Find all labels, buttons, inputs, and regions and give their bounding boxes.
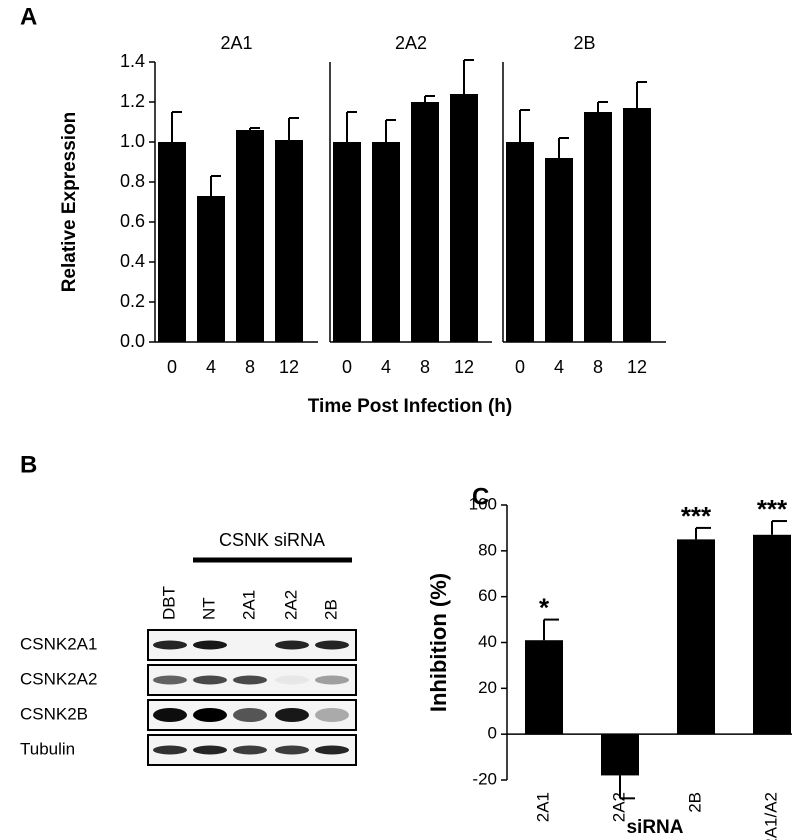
y-tick-label: 0.8 — [120, 171, 145, 191]
band — [153, 640, 187, 650]
bar — [411, 102, 439, 342]
band — [233, 745, 267, 755]
band — [193, 640, 227, 650]
x-tick-label: 8 — [593, 357, 603, 377]
y-tick-label: 60 — [478, 586, 497, 605]
band — [275, 675, 309, 685]
y-tick-label: 40 — [478, 632, 497, 651]
significance: *** — [757, 494, 788, 524]
x-tick-label: 12 — [627, 357, 647, 377]
lane-label: DBT — [159, 586, 178, 620]
y-axis-label: Inhibition (%) — [426, 573, 451, 712]
band — [193, 675, 227, 685]
band — [315, 708, 349, 722]
x-tick-label: 4 — [554, 357, 564, 377]
y-axis-label: Relative Expression — [59, 112, 80, 293]
bar — [584, 112, 612, 342]
lane-label: 2B — [321, 599, 340, 620]
band — [275, 708, 309, 722]
band — [153, 745, 187, 755]
lane-label: 2A2 — [281, 590, 300, 620]
x-tick-label: 8 — [420, 357, 430, 377]
x-tick-label: 8 — [245, 357, 255, 377]
bar — [236, 130, 264, 342]
panel-label: B — [20, 451, 37, 478]
row-label: Tubulin — [20, 739, 75, 758]
y-tick-label: 1.0 — [120, 131, 145, 151]
bar — [525, 640, 563, 735]
band — [275, 640, 309, 650]
x-tick-label: 2B — [685, 792, 704, 813]
y-tick-label: 80 — [478, 540, 497, 559]
lane-label: 2A1 — [239, 590, 258, 620]
lane-label: NT — [199, 597, 218, 620]
band — [315, 675, 349, 685]
y-tick-label: -20 — [472, 769, 497, 788]
band — [233, 708, 267, 722]
y-tick-label: 0.0 — [120, 331, 145, 351]
y-tick-label: 1.4 — [120, 51, 145, 71]
y-tick-label: 0.4 — [120, 251, 145, 271]
x-tick-label: 2A2 — [609, 792, 628, 822]
blot-header: CSNK siRNA — [219, 530, 325, 550]
significance: *** — [681, 501, 712, 531]
bar — [753, 534, 791, 735]
y-tick-label: 20 — [478, 678, 497, 697]
row-label: CSNK2B — [20, 704, 88, 723]
x-tick-label: 0 — [342, 357, 352, 377]
bar — [158, 142, 186, 342]
subplot-title: 2A2 — [395, 33, 427, 53]
bar — [545, 158, 573, 342]
band — [193, 745, 227, 755]
band — [233, 675, 267, 685]
band — [315, 745, 349, 755]
x-axis-label: Time Post Infection (h) — [308, 396, 512, 417]
bar — [197, 196, 225, 342]
x-tick-label: 2A1 — [533, 792, 552, 822]
bar — [506, 142, 534, 342]
x-axis-label: siRNA — [626, 817, 683, 838]
y-tick-label: 0.2 — [120, 291, 145, 311]
y-tick-label: 0 — [488, 724, 497, 743]
significance: * — [539, 592, 550, 622]
panel-label: C — [472, 483, 489, 510]
row-label: CSNK2A2 — [20, 669, 97, 688]
band — [275, 745, 309, 755]
panel-label: A — [20, 3, 37, 30]
bar — [450, 94, 478, 342]
x-tick-label: 0 — [515, 357, 525, 377]
y-tick-label: 0.6 — [120, 211, 145, 231]
band — [153, 708, 187, 722]
band — [153, 675, 187, 685]
bar — [623, 108, 651, 342]
x-tick-label: 4 — [206, 357, 216, 377]
x-tick-label: 4 — [381, 357, 391, 377]
y-tick-label: 100 — [469, 494, 497, 513]
bar — [677, 539, 715, 735]
band — [315, 640, 349, 650]
band — [193, 708, 227, 722]
subplot-title: 2B — [573, 33, 595, 53]
subplot-title: 2A1 — [220, 33, 252, 53]
x-tick-label: 12 — [279, 357, 299, 377]
bar — [333, 142, 361, 342]
row-label: CSNK2A1 — [20, 634, 97, 653]
x-tick-label: 0 — [167, 357, 177, 377]
bar — [275, 140, 303, 342]
y-tick-label: 1.2 — [120, 91, 145, 111]
x-tick-label: 12 — [454, 357, 474, 377]
bar — [372, 142, 400, 342]
x-tick-label: 2A1/A2 — [761, 792, 780, 840]
bar — [601, 734, 639, 776]
